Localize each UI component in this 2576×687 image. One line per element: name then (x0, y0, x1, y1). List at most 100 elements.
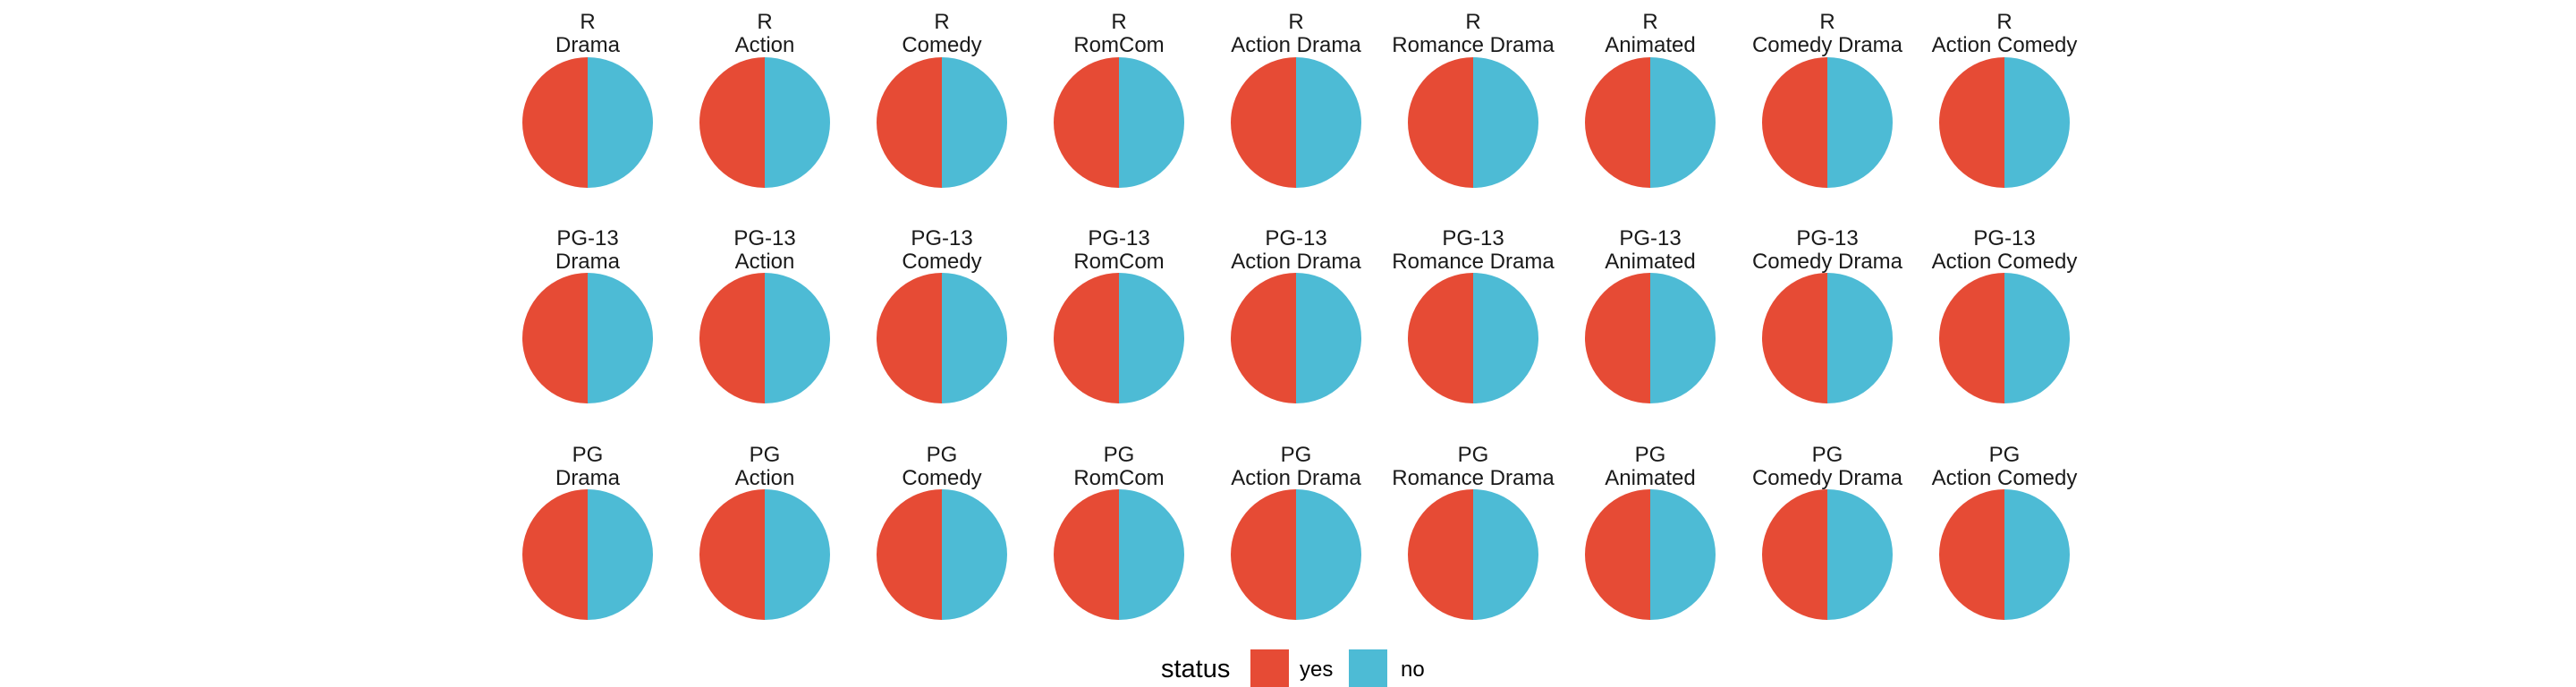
legend-items: yes no (1250, 649, 1425, 687)
pie-slice-yes (1408, 489, 1473, 620)
pie-slice-yes (1939, 273, 2004, 403)
strip-label-rating: PG (1635, 443, 1666, 467)
pie-slice-yes (877, 489, 942, 620)
pie-slice-no (1827, 273, 1893, 403)
strip-label-genre: Drama (555, 33, 621, 57)
strip-label-rating: PG-13 (1442, 226, 1504, 250)
pie-slice-yes (877, 273, 942, 403)
strip-label-rating: R (1819, 10, 1835, 34)
strip-label-genre: Drama (555, 250, 621, 274)
strip-label-genre: Drama (555, 466, 621, 490)
strip-label-rating: R (1465, 10, 1480, 34)
strip-label-rating: PG-13 (733, 226, 795, 250)
pie-slice-no (1119, 57, 1184, 188)
strip-label-genre: RomCom (1073, 250, 1164, 274)
strip-label-rating: PG (1812, 443, 1843, 467)
pie-slice-no (588, 489, 653, 620)
pie-slice-no (1296, 273, 1361, 403)
pie-slice-no (2004, 489, 2070, 620)
strip-label-rating: PG (572, 443, 604, 467)
strip-label-genre: Action Drama (1231, 250, 1361, 274)
strip-label-rating: R (934, 10, 949, 34)
strip-label-genre: Romance Drama (1392, 33, 1555, 57)
pie-slice-yes (877, 57, 942, 188)
pie-slice-yes (1231, 273, 1296, 403)
pie-slice-yes (1762, 489, 1827, 620)
strip-label-rating: R (1642, 10, 1657, 34)
pie-slice-yes (1054, 489, 1119, 620)
pie-slice-yes (1054, 273, 1119, 403)
strip-label-rating: PG-13 (1796, 226, 1858, 250)
pie-slice-yes (1231, 489, 1296, 620)
strip-label-genre: Action (735, 33, 795, 57)
pie-slice-no (765, 273, 830, 403)
pie-slice-no (1296, 489, 1361, 620)
strip-label-rating: PG-13 (1619, 226, 1681, 250)
legend-title: status (1161, 655, 1230, 683)
strip-label-rating: PG (1458, 443, 1489, 467)
strip-label-genre: Animated (1605, 250, 1695, 274)
pie-slice-yes (1939, 489, 2004, 620)
strip-label-genre: Action Drama (1231, 466, 1361, 490)
pie-slice-yes (1231, 57, 1296, 188)
pie-slice-yes (522, 273, 588, 403)
strip-label-genre: Animated (1605, 33, 1695, 57)
pie-slice-no (1296, 57, 1361, 188)
strip-label-rating: R (580, 10, 595, 34)
strip-label-rating: PG (927, 443, 958, 467)
pie-slice-yes (1408, 57, 1473, 188)
pie-slice-no (588, 57, 653, 188)
strip-label-rating: PG-13 (911, 226, 972, 250)
pie-slice-no (1650, 57, 1716, 188)
pie-slice-no (942, 489, 1007, 620)
strip-label-rating: PG (1104, 443, 1135, 467)
strip-label-genre: Romance Drama (1392, 466, 1555, 490)
strip-label-genre: Action (735, 250, 795, 274)
pie-slice-yes (1939, 57, 2004, 188)
strip-label-genre: Action (735, 466, 795, 490)
pie-slice-yes (1585, 57, 1650, 188)
pie-slice-no (1473, 57, 1538, 188)
pie-slice-no (1650, 273, 1716, 403)
strip-label-rating: R (757, 10, 772, 34)
pie-slice-no (2004, 273, 2070, 403)
legend-key-yes (1250, 649, 1289, 687)
pie-slice-yes (699, 489, 765, 620)
strip-label-genre: RomCom (1073, 466, 1164, 490)
strip-label-genre: Comedy (902, 33, 981, 57)
strip-label-genre: Comedy Drama (1752, 466, 1903, 490)
strip-label-rating: PG (1281, 443, 1312, 467)
strip-label-genre: Comedy Drama (1752, 250, 1903, 274)
strip-label-rating: R (1288, 10, 1303, 34)
pie-slice-yes (1585, 273, 1650, 403)
strip-label-genre: Action Comedy (1932, 466, 2078, 490)
strip-label-rating: PG (1989, 443, 2021, 467)
pie-slice-no (2004, 57, 2070, 188)
strip-label-rating: R (1996, 10, 2012, 34)
strip-label-genre: RomCom (1073, 33, 1164, 57)
pie-slice-yes (1762, 57, 1827, 188)
strip-label-rating: PG-13 (1265, 226, 1326, 250)
pie-slice-no (588, 273, 653, 403)
pie-slice-yes (1585, 489, 1650, 620)
pie-slice-no (1473, 273, 1538, 403)
strip-label-rating: PG-13 (556, 226, 618, 250)
